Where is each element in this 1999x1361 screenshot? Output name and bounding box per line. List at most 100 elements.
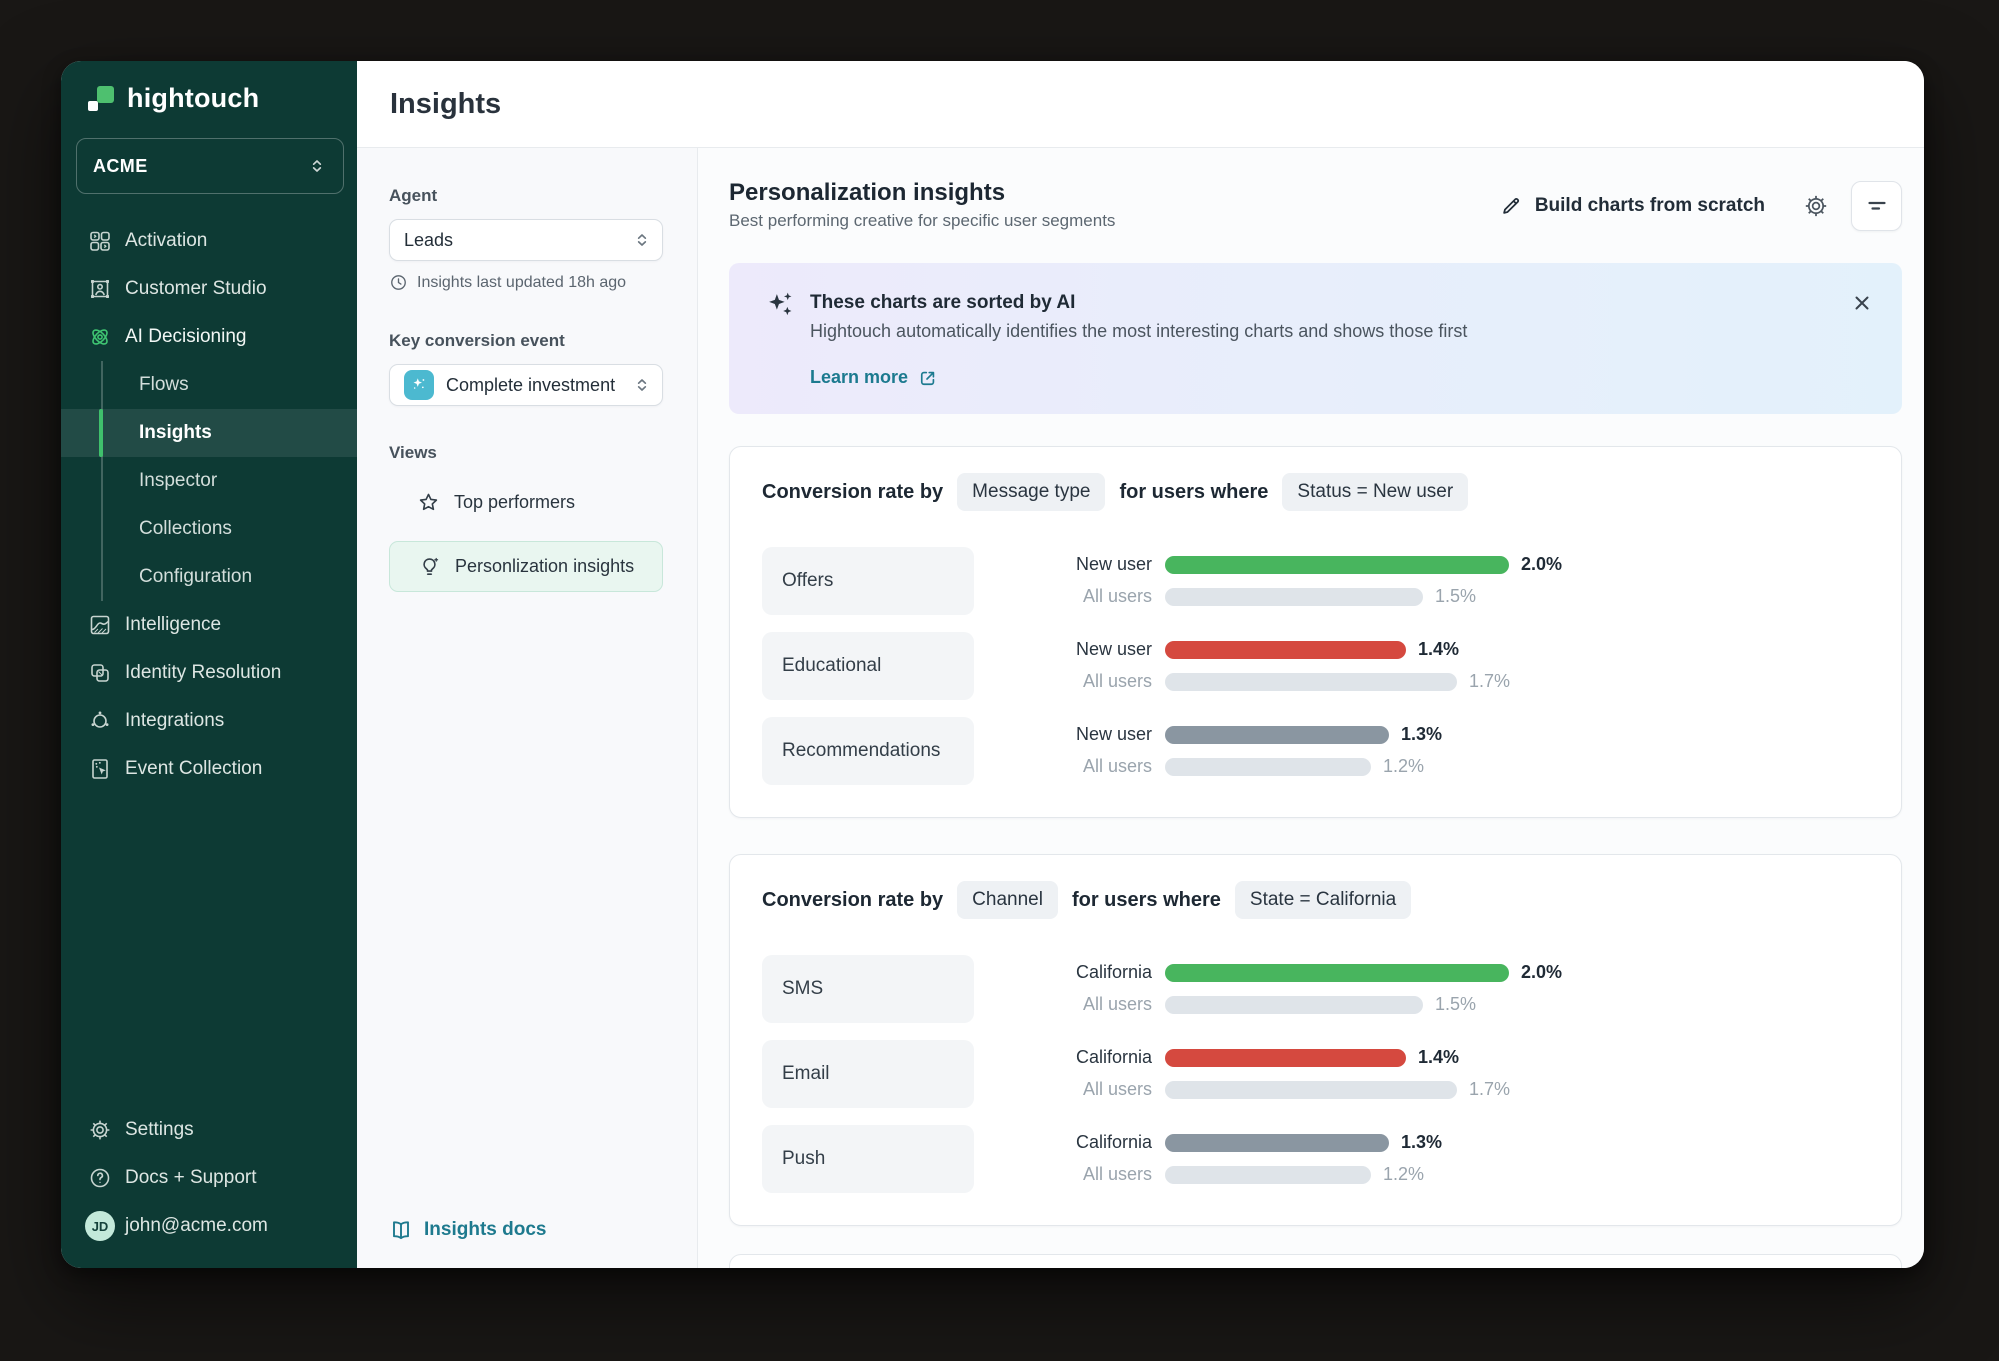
sidebar-item-settings[interactable]: Settings bbox=[61, 1106, 357, 1154]
sidebar-footer: Settings Docs + Support JD john@acme.com bbox=[61, 1106, 357, 1250]
category-chip-push: Push bbox=[762, 1125, 974, 1193]
bar-line-all-users: All users 1.5% bbox=[980, 584, 1562, 610]
user-email: john@acme.com bbox=[125, 1215, 268, 1236]
category-label: Offers bbox=[782, 570, 834, 591]
chart-card-partial bbox=[729, 1254, 1902, 1268]
bar-educational-all-users bbox=[1165, 672, 1457, 691]
bar-group: New user 2.0% All users 1.5% bbox=[980, 547, 1562, 616]
sidebar-footer-label: Docs + Support bbox=[125, 1167, 257, 1188]
filter-pill[interactable]: State = California bbox=[1234, 881, 1412, 919]
sidebar-item-activation[interactable]: Activation bbox=[61, 217, 357, 265]
bar-series-label: New user bbox=[1075, 639, 1152, 659]
bar-offers-all-users bbox=[1165, 587, 1423, 606]
lightbulb-icon bbox=[418, 555, 441, 578]
ai-sorted-banner: These charts are sorted by AI Hightouch … bbox=[729, 263, 1902, 414]
bar-value: 1.7% bbox=[1469, 1079, 1511, 1099]
dimension-pill[interactable]: Message type bbox=[957, 473, 1106, 511]
bar-value: 1.7% bbox=[1469, 671, 1511, 691]
event-collection-icon bbox=[88, 757, 112, 781]
bar-series-label: California bbox=[1075, 962, 1152, 982]
bar-email-all-users bbox=[1165, 1080, 1457, 1099]
book-icon bbox=[389, 1218, 413, 1242]
key-conversion-event-value: Complete investment bbox=[446, 374, 616, 395]
insights-config-panel: Agent Leads Insights last updated 18h ag… bbox=[357, 148, 698, 1268]
category-chip-email: Email bbox=[762, 1040, 974, 1108]
sidebar-item-insights[interactable]: Insights bbox=[61, 409, 357, 457]
page-title: Insights bbox=[390, 88, 502, 120]
sidebar-item-docs-support[interactable]: Docs + Support bbox=[61, 1154, 357, 1202]
settings-gear-icon[interactable] bbox=[1803, 193, 1829, 219]
chart-row: Recommendations New user 1.3% All users 1.2% bbox=[762, 717, 1869, 785]
bar-offers-new-user bbox=[1165, 555, 1509, 574]
bar-group: New user 1.4% All users 1.7% bbox=[980, 632, 1510, 701]
app-window: hightouch ACME Activation Customer Studio… bbox=[61, 61, 1924, 1268]
last-updated-text: Insights last updated 18h ago bbox=[417, 273, 627, 291]
agent-select[interactable]: Leads bbox=[389, 219, 663, 261]
sidebar-item-label: Inspector bbox=[139, 470, 218, 491]
sidebar-item-intelligence[interactable]: Intelligence bbox=[61, 601, 357, 649]
toolbar: Build charts from scratch bbox=[1500, 181, 1902, 231]
dimension-pill[interactable]: Channel bbox=[957, 881, 1058, 919]
bar-value: 1.2% bbox=[1383, 756, 1425, 776]
sidebar: hightouch ACME Activation Customer Studio… bbox=[61, 61, 357, 1268]
sidebar-item-inspector[interactable]: Inspector bbox=[61, 457, 357, 505]
workspace-selector[interactable]: ACME bbox=[76, 138, 344, 194]
view-item-label: Personlization insights bbox=[455, 556, 635, 576]
learn-more-label: Learn more bbox=[810, 367, 909, 387]
bar-email-california bbox=[1165, 1048, 1406, 1067]
view-item-personlization-insights[interactable]: Personlization insights bbox=[389, 541, 663, 592]
intelligence-icon bbox=[88, 613, 112, 637]
sidebar-item-customer-studio[interactable]: Customer Studio bbox=[61, 265, 357, 313]
bar-line-california: California 1.3% bbox=[980, 1130, 1442, 1156]
insights-docs-link[interactable]: Insights docs bbox=[389, 1218, 546, 1242]
help-icon bbox=[88, 1166, 112, 1190]
key-conversion-event-select[interactable]: Complete investment bbox=[389, 364, 663, 406]
bar-recommendations-new-user bbox=[1165, 725, 1389, 744]
filter-pill[interactable]: Status = New user bbox=[1282, 473, 1469, 511]
view-item-top-performers[interactable]: Top performers bbox=[389, 480, 663, 524]
gear-icon bbox=[88, 1118, 112, 1142]
sidebar-item-collections[interactable]: Collections bbox=[61, 505, 357, 553]
clock-icon bbox=[389, 273, 408, 292]
chart-rows: SMS California 2.0% All users 1.5% Email Calif… bbox=[762, 955, 1869, 1210]
sidebar-item-identity-resolution[interactable]: Identity Resolution bbox=[61, 649, 357, 697]
activation-icon bbox=[88, 229, 112, 253]
identity-resolution-icon bbox=[88, 661, 112, 685]
bar-line-all-users: All users 1.7% bbox=[980, 669, 1510, 695]
sidebar-item-label: AI Decisioning bbox=[125, 326, 247, 347]
sidebar-item-label: Insights bbox=[139, 422, 212, 443]
logo-text: hightouch bbox=[127, 83, 260, 113]
bar-line-california: California 2.0% bbox=[980, 960, 1562, 986]
chevron-updown-icon bbox=[632, 230, 652, 250]
banner-title: These charts are sorted by AI bbox=[810, 292, 1076, 313]
sidebar-item-configuration[interactable]: Configuration bbox=[61, 553, 357, 601]
bar-series-label: All users bbox=[1082, 994, 1152, 1014]
build-charts-button[interactable]: Build charts from scratch bbox=[1500, 195, 1765, 217]
sidebar-item-ai-decisioning[interactable]: AI Decisioning bbox=[61, 313, 357, 361]
user-account-item[interactable]: JD john@acme.com bbox=[61, 1202, 357, 1250]
sidebar-item-event-collection[interactable]: Event Collection bbox=[61, 745, 357, 793]
chart-filter-prefix: for users where bbox=[1119, 480, 1269, 503]
key-conversion-event-label: Key conversion event bbox=[389, 331, 565, 350]
chevron-updown-icon bbox=[632, 375, 652, 395]
bar-series-label: California bbox=[1075, 1047, 1152, 1067]
sidebar-item-integrations[interactable]: Integrations bbox=[61, 697, 357, 745]
sidebar-item-label: Event Collection bbox=[125, 758, 263, 779]
nav-connector-line bbox=[101, 361, 103, 601]
sidebar-item-flows[interactable]: Flows bbox=[61, 361, 357, 409]
filter-button[interactable] bbox=[1851, 181, 1902, 231]
hightouch-logo: hightouch bbox=[88, 83, 259, 114]
bar-value: 1.5% bbox=[1435, 994, 1477, 1014]
bar-value: 1.4% bbox=[1418, 639, 1460, 659]
close-icon[interactable] bbox=[1850, 291, 1874, 315]
learn-more-link[interactable]: Learn more bbox=[810, 367, 938, 388]
chart-card-header: Conversion rate by Message type for users … bbox=[762, 473, 1469, 511]
category-chip-offers: Offers bbox=[762, 547, 974, 615]
bar-value: 1.3% bbox=[1401, 1132, 1443, 1152]
banner-body: Hightouch automatically identifies the m… bbox=[810, 321, 1468, 341]
agent-select-value: Leads bbox=[404, 229, 454, 250]
section-heading: Personalization insights bbox=[729, 179, 1006, 206]
star-icon bbox=[417, 491, 440, 514]
sidebar-nav: Activation Customer Studio AI Decisioning F… bbox=[61, 217, 357, 793]
